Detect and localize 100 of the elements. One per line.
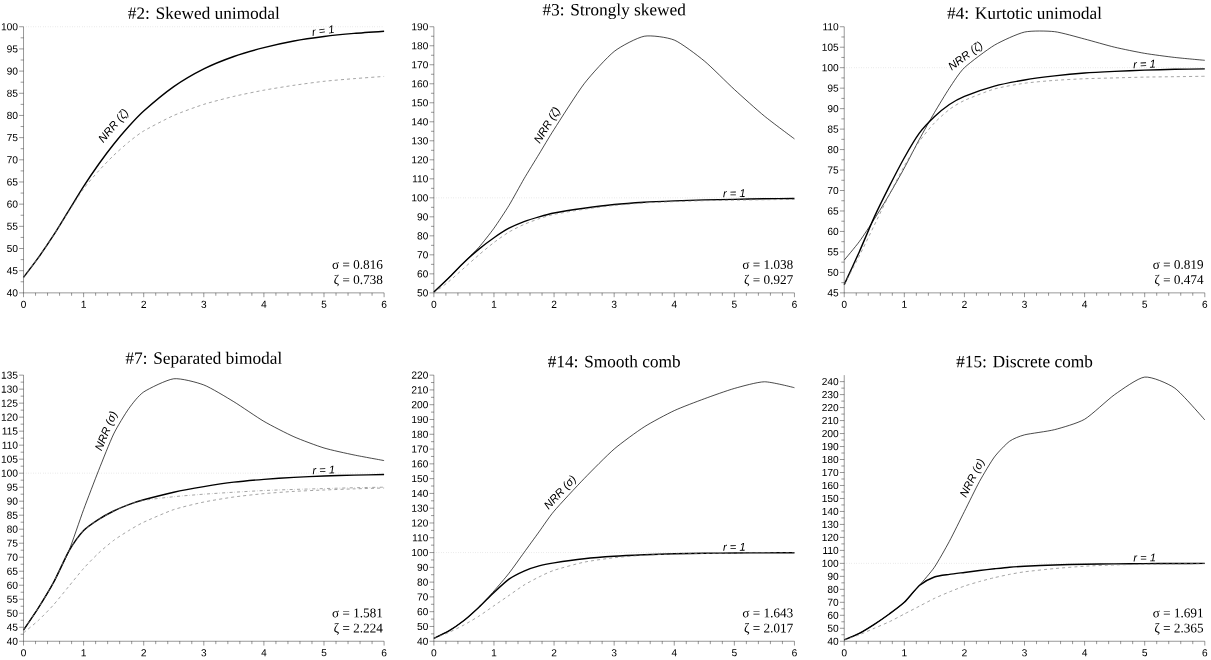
y-tick-label: 50 (417, 289, 428, 297)
x-tick-label: 2 (551, 649, 557, 657)
y-tick-label: 220 (411, 371, 428, 379)
y-tick-label: 90 (417, 563, 428, 572)
y-tick-label: 80 (7, 111, 18, 120)
y-tick-label: 130 (1, 385, 18, 393)
chart-title: #3: Strongly skewed (542, 3, 686, 20)
y-tick-label: 90 (827, 105, 839, 113)
y-tick-label: 85 (827, 125, 839, 133)
annotation: ζ = 2.017 (744, 623, 793, 635)
x-tick-label: 5 (731, 300, 737, 308)
y-tick-label: 60 (7, 200, 18, 208)
y-tick-label: 100 (822, 559, 839, 568)
y-tick-label: 110 (412, 175, 428, 183)
annotation: ζ = 0.738 (334, 274, 383, 287)
x-tick-label: 4 (261, 649, 267, 657)
y-tick-label: 130 (412, 137, 428, 145)
y-tick-label: 230 (822, 391, 839, 399)
x-tick-label: 3 (611, 649, 617, 657)
y-tick-label: 115 (2, 427, 18, 435)
y-tick-label: 80 (417, 578, 428, 586)
y-tick-label: 160 (412, 80, 428, 88)
y-tick-label: 55 (827, 248, 839, 256)
y-tick-label: 190 (822, 443, 839, 451)
x-tick-label: 0 (841, 300, 847, 309)
x-tick-label: 3 (201, 300, 207, 309)
x-tick-label: 0 (21, 300, 26, 309)
annotation: ζ = 0.927 (744, 274, 793, 287)
y-tick-label: 65 (827, 207, 839, 215)
annotation: σ = 1.581 (332, 608, 383, 618)
chart-title: #7: Separated bimodal (125, 351, 282, 368)
x-tick-label: 5 (1142, 649, 1148, 657)
y-tick-label: 70 (417, 593, 428, 601)
chart-title: #15: Discrete comb (956, 355, 1093, 368)
y-tick-label: 75 (7, 134, 18, 142)
y-tick-label: 70 (827, 598, 839, 607)
x-tick-label: 6 (381, 300, 387, 309)
y-tick-label: 95 (7, 483, 18, 491)
annotation: NRR (σ) (95, 411, 119, 452)
y-tick-label: 125 (1, 399, 18, 407)
y-tick-label: 70 (827, 187, 839, 195)
y-tick-label: 140 (822, 507, 839, 516)
y-tick-label: 140 (412, 489, 428, 498)
x-tick-label: 2 (962, 649, 967, 657)
y-tick-label: 180 (412, 42, 428, 50)
y-tick-label: 160 (822, 482, 839, 490)
y-tick-label: 85 (7, 511, 18, 519)
x-tick-label: 6 (792, 300, 797, 309)
annotation: r = 1 (1133, 553, 1156, 562)
y-tick-label: 95 (827, 84, 839, 92)
x-tick-label: 0 (841, 649, 847, 657)
annotation: σ = 0.819 (1153, 260, 1204, 270)
y-tick-label: 45 (6, 267, 18, 275)
x-tick-label: 4 (261, 300, 267, 308)
y-tick-label: 90 (827, 572, 839, 581)
annotation: r = 1 (723, 189, 745, 198)
y-tick-label: 80 (417, 232, 428, 240)
x-tick-label: 1 (81, 300, 86, 308)
y-tick-label: 110 (2, 441, 18, 449)
y-tick-label: 100 (412, 194, 428, 202)
x-tick-label: 1 (902, 649, 907, 657)
x-tick-label: 6 (1202, 649, 1208, 657)
y-tick-label: 100 (1, 23, 18, 31)
annotation: σ = 0.816 (332, 260, 383, 270)
x-tick-label: 3 (201, 649, 207, 657)
y-tick-label: 75 (827, 166, 839, 174)
y-tick-label: 95 (7, 45, 18, 53)
y-tick-label: 120 (412, 156, 428, 164)
y-tick-label: 80 (827, 585, 839, 594)
x-tick-label: 4 (671, 649, 677, 657)
y-tick-label: 200 (822, 430, 839, 438)
x-tick-label: 0 (21, 649, 26, 657)
y-tick-label: 100 (822, 64, 839, 72)
y-tick-label: 130 (412, 504, 428, 512)
y-tick-label: 190 (412, 23, 428, 31)
y-tick-label: 120 (1, 413, 18, 421)
y-tick-label: 70 (7, 156, 18, 164)
annotation: r = 1 (723, 543, 745, 551)
y-tick-label: 200 (411, 401, 428, 409)
y-tick-label: 40 (417, 637, 428, 645)
y-tick-label: 150 (412, 475, 428, 483)
x-tick-label: 5 (1142, 300, 1148, 308)
annotation: ζ = 2.365 (1154, 623, 1204, 635)
x-tick-label: 0 (431, 300, 437, 309)
x-tick-label: 4 (1082, 649, 1088, 657)
y-tick-label: 50 (7, 245, 18, 253)
y-tick-label: 180 (412, 430, 428, 438)
y-tick-label: 190 (412, 416, 428, 424)
y-tick-label: 50 (7, 609, 18, 617)
y-tick-label: 210 (822, 417, 839, 425)
x-tick-label: 4 (1082, 300, 1088, 308)
y-tick-label: 60 (827, 611, 839, 620)
y-tick-label: 70 (7, 553, 18, 561)
x-tick-label: 3 (1022, 649, 1027, 657)
annotation: ζ = 2.224 (334, 623, 383, 635)
y-tick-label: 150 (412, 99, 428, 107)
y-tick-label: 220 (822, 404, 839, 412)
x-tick-label: 3 (611, 300, 617, 309)
y-tick-label: 120 (822, 533, 839, 542)
y-tick-label: 40 (6, 637, 18, 645)
